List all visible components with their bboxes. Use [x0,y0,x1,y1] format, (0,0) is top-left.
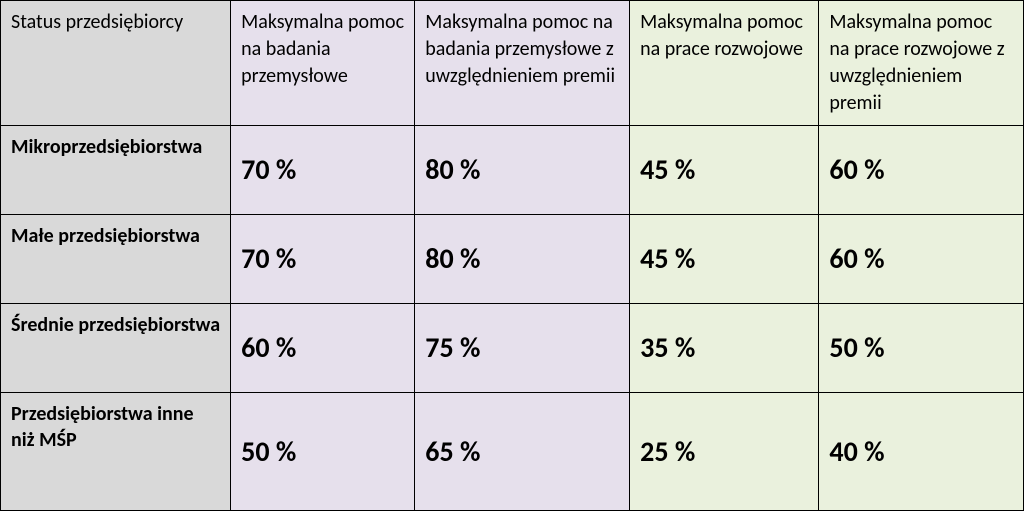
table: Status przedsiębiorcy Maksymalna pomoc n… [0,0,1024,511]
cell-value: 60 % [819,126,1024,215]
col-header-industrial: Maksymalna pomoc na badania przemysłowe [231,1,415,126]
cell-value: 35 % [630,303,819,392]
cell-value: 40 % [819,392,1024,510]
cell-value: 65 % [415,392,630,510]
cell-value: 45 % [630,214,819,303]
cell-value: 75 % [415,303,630,392]
table-row: Średnie przedsiębiorstwa 60 % 75 % 35 % … [1,303,1024,392]
table-row: Mikroprzedsiębiorstwa 70 % 80 % 45 % 60 … [1,126,1024,215]
col-header-industrial-bonus: Maksymalna pomoc na badania przemysłowe … [415,1,630,126]
col-header-development-bonus: Maksymalna pomoc na prace rozwojowe z uw… [819,1,1024,126]
cell-value: 80 % [415,126,630,215]
col-header-status: Status przedsiębiorcy [1,1,231,126]
cell-value: 70 % [231,126,415,215]
cell-value: 60 % [819,214,1024,303]
cell-value: 60 % [231,303,415,392]
table-row: Małe przedsiębiorstwa 70 % 80 % 45 % 60 … [1,214,1024,303]
row-label: Przedsiębiorstwa inne niż MŚP [1,392,231,510]
col-header-development: Maksymalna pomoc na prace rozwojowe [630,1,819,126]
cell-value: 45 % [630,126,819,215]
table-header-row: Status przedsiębiorcy Maksymalna pomoc n… [1,1,1024,126]
cell-value: 70 % [231,214,415,303]
table-row: Przedsiębiorstwa inne niż MŚP 50 % 65 % … [1,392,1024,510]
row-label: Mikroprzedsiębiorstwa [1,126,231,215]
cell-value: 80 % [415,214,630,303]
aid-intensity-table: Status przedsiębiorcy Maksymalna pomoc n… [0,0,1024,511]
cell-value: 25 % [630,392,819,510]
cell-value: 50 % [819,303,1024,392]
row-label: Średnie przedsiębiorstwa [1,303,231,392]
row-label: Małe przedsiębiorstwa [1,214,231,303]
cell-value: 50 % [231,392,415,510]
